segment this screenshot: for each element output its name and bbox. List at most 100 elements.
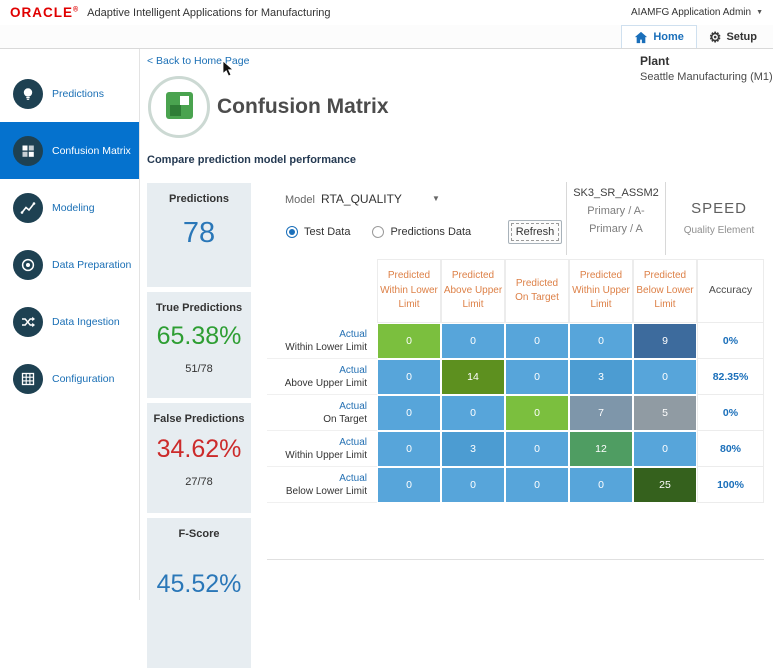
radio-predictions-data[interactable]: Predictions Data (372, 226, 471, 238)
radio-dot-icon (372, 226, 385, 238)
f-score-card: F-Score 45.52% (147, 518, 251, 668)
matrix-cell: 0 (377, 359, 441, 395)
row-actual-prefix: Actual (339, 472, 367, 484)
sidebar-item-label: Data Preparation (52, 258, 132, 271)
matrix-corner-cell (267, 259, 377, 323)
caret-down-icon: ▼ (756, 9, 763, 16)
matrix-cell: 0 (633, 359, 697, 395)
matrix-cell: 0 (505, 323, 569, 359)
matrix-cell: 14 (441, 359, 505, 395)
matrix-cell: 0 (377, 431, 441, 467)
accuracy-value: 80% (697, 431, 764, 467)
quality-element-caption: Quality Element (683, 225, 755, 236)
grid-table-icon (13, 363, 43, 394)
column-header: Predicted Below Lower Limit (633, 259, 697, 323)
row-label: Actual Within Upper Limit (267, 431, 377, 467)
context-item-name: SK3_SR_ASSM2 (573, 187, 659, 199)
model-select[interactable]: RTA_QUALITY (321, 192, 402, 206)
f-score-label: F-Score (178, 528, 220, 540)
column-header: Predicted Within Upper Limit (569, 259, 633, 323)
row-name: Below Lower Limit (285, 485, 367, 497)
tab-home[interactable]: Home (621, 25, 697, 48)
predictions-label: Predictions (169, 193, 229, 205)
accuracy-column-header: Accuracy (697, 259, 764, 323)
nav-tabbar: Home ⚙ Setup (0, 25, 773, 49)
content-shell: Predictions Confusion Matrix Modeling Da… (0, 49, 773, 668)
sidebar-item-label: Data Ingestion (52, 315, 120, 328)
user-menu[interactable]: AIAMFG Application Admin ▼ (631, 7, 763, 18)
sidebar-item-data-preparation[interactable]: Data Preparation (0, 236, 139, 293)
row-name: On Target (323, 413, 367, 425)
matrix-cell: 0 (377, 395, 441, 431)
accuracy-value: 100% (697, 467, 764, 503)
radio-test-data[interactable]: Test Data (286, 226, 350, 238)
line-chart-icon (13, 192, 43, 223)
matrix-cell: 0 (441, 467, 505, 503)
true-predictions-label: True Predictions (155, 302, 243, 314)
target-icon (13, 249, 43, 280)
matrix-cell: 0 (377, 467, 441, 503)
accuracy-value: 0% (697, 395, 764, 431)
context-item-line2: Primary / A- (587, 205, 645, 217)
column-header: Predicted Within Lower Limit (377, 259, 441, 323)
row-name: Above Upper Limit (284, 377, 367, 389)
radio-test-data-label: Test Data (304, 226, 351, 238)
sidebar-item-label: Predictions (52, 87, 104, 100)
back-to-home-link[interactable]: < Back to Home Page (147, 55, 250, 67)
oracle-logo: ORACLE® (10, 5, 80, 20)
refresh-button[interactable]: Refresh (508, 220, 562, 244)
sidebar-item-data-ingestion[interactable]: Data Ingestion (0, 293, 139, 350)
tab-home-label: Home (653, 31, 684, 43)
sidebar-item-modeling[interactable]: Modeling (0, 179, 139, 236)
true-predictions-card: True Predictions 65.38% 51/78 (147, 292, 251, 398)
matrix-cell: 0 (505, 467, 569, 503)
matrix-cell: 0 (505, 359, 569, 395)
matrix-cell: 0 (505, 395, 569, 431)
matrix-cell: 3 (569, 359, 633, 395)
sidebar-item-confusion-matrix[interactable]: Confusion Matrix (0, 122, 139, 179)
column-header: Predicted On Target (505, 259, 569, 323)
gear-icon: ⚙ (708, 28, 722, 45)
row-label: Actual Above Upper Limit (267, 359, 377, 395)
sidebar: Predictions Confusion Matrix Modeling Da… (0, 49, 140, 600)
matrix-cell: 25 (633, 467, 697, 503)
chevron-down-icon[interactable]: ▼ (432, 194, 440, 203)
row-name: Within Upper Limit (285, 449, 367, 461)
model-label: Model (285, 194, 315, 206)
section-divider (267, 559, 764, 560)
confusion-matrix-page-icon (147, 75, 211, 144)
tab-setup-label: Setup (726, 30, 757, 43)
column-header: Predicted Above Upper Limit (441, 259, 505, 323)
row-label: Actual On Target (267, 395, 377, 431)
main-panel: < Back to Home Page Confusion Matrix Com… (140, 49, 773, 668)
true-predictions-ratio: 51/78 (185, 363, 213, 375)
row-label: Actual Below Lower Limit (267, 467, 377, 503)
data-source-radio-group: Test Data Predictions Data (286, 226, 471, 238)
predictions-value: 78 (182, 217, 216, 249)
context-item-block: SK3_SR_ASSM2 Primary / A- Primary / A (566, 182, 665, 255)
false-predictions-card: False Predictions 34.62% 27/78 (147, 403, 251, 513)
page-title: Confusion Matrix (217, 95, 389, 118)
predictions-card: Predictions 78 (147, 183, 251, 287)
matrix-cell: 0 (569, 467, 633, 503)
quality-element-block: SPEED Quality Element (665, 182, 772, 255)
matrix-cell: 9 (633, 323, 697, 359)
sidebar-item-configuration[interactable]: Configuration (0, 350, 139, 407)
radio-predictions-data-label: Predictions Data (390, 226, 472, 238)
false-predictions-ratio: 27/78 (185, 476, 213, 488)
plant-value: Seattle Manufacturing (M1) (640, 71, 773, 83)
row-actual-prefix: Actual (339, 328, 367, 340)
sidebar-item-label: Configuration (52, 372, 115, 385)
registered-mark: ® (73, 6, 80, 14)
context-item-line3: Primary / A (589, 223, 643, 235)
plant-info: Plant Seattle Manufacturing (M1) (640, 54, 773, 83)
quality-element-name: SPEED (691, 200, 747, 217)
matrix-cell: 0 (441, 323, 505, 359)
row-actual-prefix: Actual (339, 364, 367, 376)
sidebar-item-predictions[interactable]: Predictions (0, 65, 139, 122)
row-actual-prefix: Actual (339, 436, 367, 448)
top-header: ORACLE® Adaptive Intelligent Application… (0, 0, 773, 25)
matrix-cell: 0 (441, 395, 505, 431)
sidebar-item-label: Confusion Matrix (52, 144, 131, 157)
tab-setup[interactable]: ⚙ Setup (697, 25, 769, 48)
